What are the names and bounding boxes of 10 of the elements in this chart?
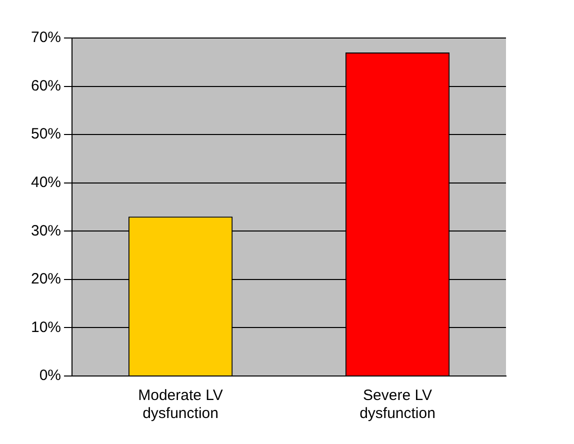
y-tick-label: 10% [30,318,62,336]
y-tick-label: 70% [30,29,62,46]
y-tick-label: 0% [39,367,62,384]
x-tick-label: Severe LV dysfunction [360,387,436,422]
x-tick-label: Moderate LV dysfunction [138,387,223,422]
y-tick-label: 20% [30,270,62,288]
y-tick-label: 40% [30,174,62,191]
y-tick-label: 50% [30,126,62,143]
y-tick-label: 60% [30,77,62,94]
y-tick-label: 30% [30,222,62,240]
